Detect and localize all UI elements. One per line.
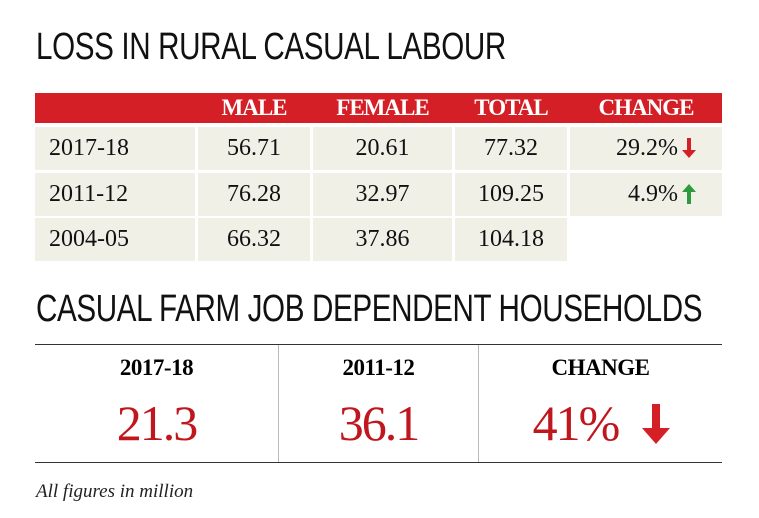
trend-arrow [642, 404, 670, 444]
rule [35, 344, 722, 345]
table-cell: 77.32 [455, 127, 567, 170]
column-header: 2017-18 [119, 355, 194, 380]
table-cell: 56.71 [198, 127, 310, 170]
table-cell: 20.61 [313, 127, 452, 170]
arrow-shape [682, 138, 696, 158]
table-cell: 66.32 [198, 218, 310, 261]
row-label: 2011-12 [35, 172, 195, 216]
table-cell: 4.9% [570, 172, 722, 216]
table-cell: 109.25 [455, 172, 567, 216]
header-bar [35, 93, 722, 123]
trend-arrow [682, 183, 696, 204]
divider [278, 345, 279, 462]
arrow-shape [682, 183, 696, 204]
column-header: CHANGE [551, 355, 650, 380]
column-header: FEMALE [336, 95, 429, 120]
table-cell: 104.18 [455, 218, 567, 261]
arrow-shape [642, 404, 670, 444]
column-header: TOTAL [474, 95, 548, 120]
row-label: 2004-05 [35, 218, 195, 261]
table-cell: 32.97 [313, 172, 452, 216]
table-cell: 37.86 [313, 218, 452, 261]
footnote: All figures in million [36, 481, 194, 502]
row-label: 2017-18 [35, 127, 195, 170]
big-value: 36.1 [338, 395, 421, 451]
trend-arrow [682, 138, 696, 158]
table-cell: 76.28 [198, 172, 310, 216]
big-value: 41% [532, 395, 621, 451]
section-title: CASUAL FARM JOB DEPENDENT HOUSEHOLDS [36, 288, 703, 330]
rule [35, 462, 722, 463]
column-header: 2011-12 [342, 355, 415, 380]
column-header: MALE [221, 95, 288, 120]
table-cell: 29.2% [570, 127, 722, 170]
big-value: 21.3 [116, 395, 199, 451]
divider [478, 345, 479, 462]
section-title: LOSS IN RURAL CASUAL LABOUR [36, 26, 506, 68]
column-header: CHANGE [598, 95, 695, 120]
